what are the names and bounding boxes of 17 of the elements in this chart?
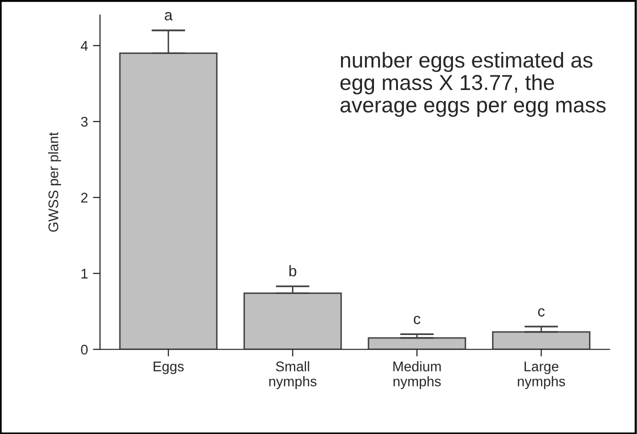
y-tick-label: 2: [81, 192, 88, 203]
y-tick-label: 3: [81, 116, 88, 127]
y-axis-title: GWSS per plant: [48, 132, 62, 232]
x-tick-label: Eggs: [154, 362, 184, 374]
x-tick-label: Small nymphs: [269, 361, 316, 390]
y-tick-label: 0: [81, 344, 88, 355]
x-tick-label: Medium nymphs: [393, 361, 441, 390]
data-label: c: [538, 308, 545, 317]
x-tick-label: Large nymphs: [518, 362, 566, 390]
y-tick-label: 1: [82, 268, 88, 278]
bar: [368, 337, 466, 350]
data-label: b: [289, 265, 296, 276]
y-tick-label: 4: [80, 41, 88, 51]
data-label: c: [414, 316, 420, 324]
annotation: number eggs estimated as egg mass X 13.77, the average eggs per egg mass: [340, 52, 606, 117]
data-label: a: [164, 12, 173, 20]
bar: [492, 331, 590, 350]
